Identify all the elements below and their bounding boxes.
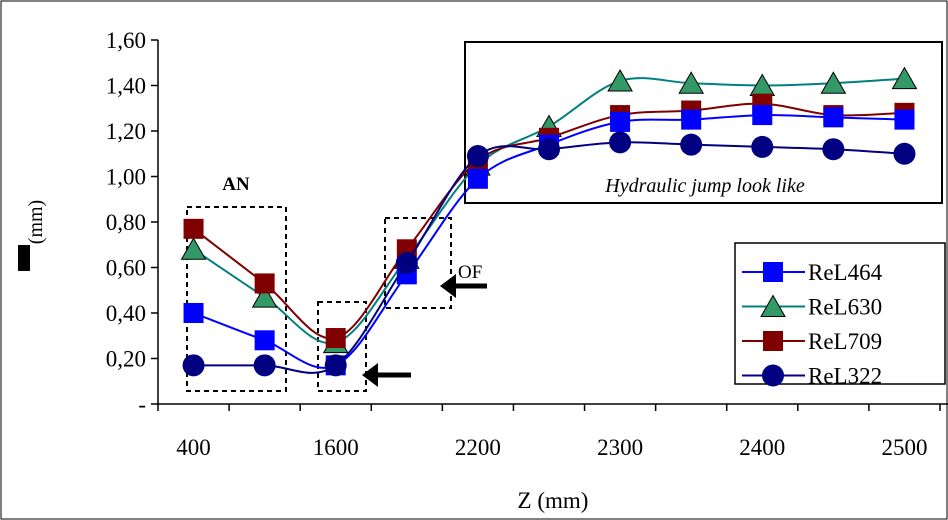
x-tick-label: 1600 [313,435,359,460]
x-tick-label: 2400 [739,435,785,460]
x-tick-label: 2300 [597,435,643,460]
y-tick-label: 0,40 [106,301,146,326]
legend-item: ReL322 [742,364,882,389]
data-point [680,133,703,156]
data-point [893,142,916,165]
legend-marker [763,331,783,351]
legend-label: ReL464 [808,260,883,285]
y-tick-label: 0,20 [106,347,146,372]
data-point [251,285,278,308]
data-point [751,135,774,158]
y-tick-labels: - 0,20 0,40 0,60 0,80 1,00 1,20 1,40 1,60 [106,28,146,417]
legend-item: ReL709 [742,329,882,354]
y-tick-label: 1,40 [106,74,146,99]
data-point [609,131,632,154]
of-region-box [384,217,452,309]
y-tick-label: 0,60 [106,256,146,281]
x-tick-label: 2500 [881,435,927,460]
axes [151,39,948,411]
legend-marker [763,262,783,282]
data-point [183,303,204,323]
data-point [466,145,489,168]
y-tick-label: 1,00 [106,165,146,190]
series-layer [180,66,918,377]
legend-label: ReL322 [808,364,882,389]
data-point [467,168,488,189]
jump-region-box [464,41,943,204]
of-label: OF [458,262,482,283]
legend-item: ReL630 [742,294,882,320]
legend-label: ReL630 [808,295,882,320]
data-point [182,354,205,377]
data-point [183,218,204,239]
series-ReL322 [182,131,916,377]
data-point [324,354,347,377]
an-label: AN [222,174,250,195]
data-point [894,109,915,130]
data-point [820,71,847,94]
x-axis-label: Z (mm) [518,488,589,513]
data-point [891,66,918,90]
data-point [607,68,633,92]
transition-region-box [317,301,367,392]
y-tick-label: 1,20 [106,119,146,144]
y-tick-label: - [138,392,146,417]
legend-label: ReL709 [808,329,882,354]
data-point [395,251,418,274]
legend-marker [760,294,786,317]
data-point [610,111,631,132]
arrow-left-icon [440,274,487,298]
data-point [823,107,844,128]
x-tick-label: 400 [176,435,211,460]
x-tick-label: 2200 [455,435,501,460]
an-region-box [186,206,287,392]
data-point [538,138,560,161]
y-tick-label: 0,80 [106,210,146,235]
y-tick-label: 1,60 [106,28,146,53]
legend-marker [762,364,784,387]
data-point [254,273,275,294]
x-tick-labels: 400 1600 2200 2300 2400 2500 [176,435,927,460]
legend: ReL464 ReL630 ReL709 ReL322 [734,242,946,389]
data-point [678,71,705,94]
data-point [254,330,275,351]
legend-item: ReL464 [742,260,883,285]
ylabel-symbol [18,245,30,271]
data-point [180,237,207,260]
data-point [822,138,845,161]
series-line [192,102,905,340]
data-point [325,328,346,349]
jump-label: Hydraulic jump look like [604,175,805,197]
data-point [681,109,702,130]
series-line [192,77,905,345]
data-point [253,354,276,377]
data-point [752,105,773,126]
y-axis-label: (mm) [25,200,47,244]
arrow-left-icon [362,363,411,387]
